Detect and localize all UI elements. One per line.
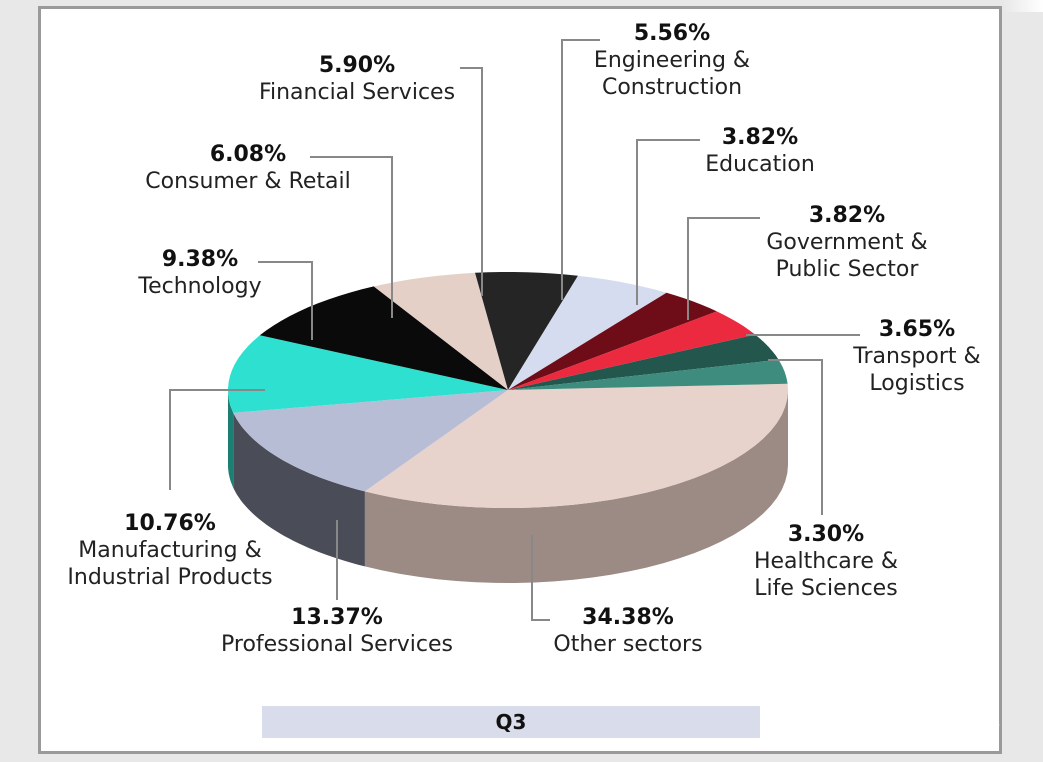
pie-slice-manufacturing-and-industrial-products: [228, 335, 508, 413]
pie-slice-professional-services: [233, 390, 509, 492]
percent-label-manufacturing-and-industrial-products: 10.76%: [124, 511, 216, 536]
pie-slice-government-and-public-sector: [508, 311, 756, 390]
percent-label-healthcare-and-life-sciences: 3.30%: [788, 522, 864, 547]
pie-slice-other-sectors: [364, 383, 788, 508]
period-label: Q3: [496, 710, 527, 734]
leader-line-government-and-public-sector: [687, 217, 760, 320]
pie-side-walls: [228, 390, 788, 583]
category-label-healthcare-and-life-sciences: Healthcare & Life Sciences: [754, 549, 898, 601]
callout-leader-lines: [169, 39, 860, 621]
leader-line-technology: [258, 261, 313, 340]
leader-line-engineering-and-construction: [561, 39, 600, 300]
percent-label-other-sectors: 34.38%: [582, 605, 674, 630]
pie-slice-healthcare-and-life-sciences: [508, 359, 788, 390]
percent-label-engineering-and-construction: 5.56%: [634, 21, 710, 46]
pie-slice-engineering-and-construction: [508, 275, 667, 390]
percent-label-transport-and-logistics: 3.65%: [879, 317, 955, 342]
category-label-consumer-and-retail: Consumer & Retail: [145, 169, 351, 194]
pie-slice-transport-and-logistics: [508, 334, 779, 390]
percent-label-consumer-and-retail: 6.08%: [210, 142, 286, 167]
category-label-financial-services: Financial Services: [259, 80, 455, 105]
pie-slice-financial-services: [475, 272, 578, 390]
leader-line-manufacturing-and-industrial-products: [169, 389, 265, 490]
percent-label-professional-services: 13.37%: [291, 605, 383, 630]
percent-label-education: 3.82%: [722, 125, 798, 150]
category-label-transport-and-logistics: Transport & Logistics: [852, 344, 980, 396]
leader-line-healthcare-and-life-sciences: [768, 359, 823, 515]
leader-line-financial-services: [460, 67, 483, 296]
leader-line-other-sectors: [531, 535, 550, 621]
percent-label-technology: 9.38%: [162, 247, 238, 272]
pie-side-other-sectors: [364, 390, 788, 583]
callout-labels: 34.38%Other sectors 13.37%Professional Se…: [67, 21, 980, 657]
category-label-manufacturing-and-industrial-products: Manufacturing & Industrial Products: [67, 538, 272, 590]
percent-label-government-and-public-sector: 3.82%: [809, 203, 885, 228]
pie-slice-consumer-and-retail: [373, 272, 508, 390]
category-label-engineering-and-construction: Engineering & Construction: [594, 48, 750, 100]
pie-top-slices: [228, 272, 788, 508]
watermark: 网络研究院: [831, 704, 1000, 734]
category-label-technology: Technology: [137, 274, 261, 299]
pie-slice-technology: [259, 286, 508, 390]
leader-line-education: [636, 139, 700, 305]
pie-slice-education: [508, 292, 717, 390]
wechat-icon: [831, 704, 870, 734]
leader-line-consumer-and-retail: [310, 156, 393, 318]
percent-label-financial-services: 5.90%: [319, 53, 395, 78]
category-label-other-sectors: Other sectors: [553, 632, 702, 657]
category-label-education: Education: [705, 152, 815, 177]
watermark-text: 网络研究院: [880, 704, 1000, 732]
pie-side-professional-services: [233, 412, 365, 567]
corner-glare: [1003, 0, 1043, 12]
category-label-professional-services: Professional Services: [221, 632, 453, 657]
pie-side-manufacturing-and-industrial-products: [228, 390, 234, 488]
category-label-government-and-public-sector: Government & Public Sector: [766, 230, 927, 282]
period-bar: [262, 706, 760, 738]
